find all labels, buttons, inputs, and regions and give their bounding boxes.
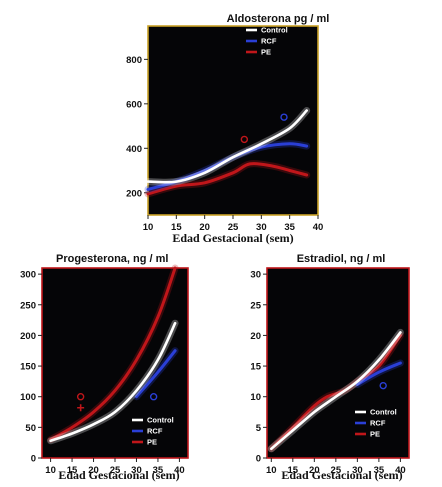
x-tick-label: 15	[67, 465, 78, 476]
x-tick-label: 15	[288, 465, 299, 476]
series-line-pe	[269, 333, 402, 451]
y-tick-label: 20	[250, 331, 261, 342]
x-tick-label: 30	[131, 465, 142, 476]
x-axis-label: Edad Gestacional (sem)	[281, 468, 402, 482]
x-tick-label: 10	[143, 222, 154, 233]
y-tick-label: 100	[20, 392, 36, 403]
x-tick-label: 15	[171, 222, 182, 233]
y-tick-label: 0	[256, 454, 261, 465]
x-tick-label: 25	[110, 465, 121, 476]
y-tick-label: 400	[126, 144, 142, 155]
series-line-control	[270, 331, 402, 451]
x-tick-label: 10	[45, 465, 56, 476]
chart-3: Estradiol, ng / ml 0 5 10 15 20 25 30 10 15 20 25 30…	[250, 253, 410, 482]
x-tick-label: 40	[313, 222, 324, 233]
y-tick-label: 200	[126, 188, 142, 199]
chart-title: Progesterona, ng / ml	[56, 253, 168, 265]
y-tick-label: 0	[31, 454, 36, 465]
x-tick-label: 40	[174, 465, 185, 476]
y-tick-label: 10	[250, 392, 261, 403]
legend-label: Control	[261, 26, 288, 35]
series-line-control	[49, 321, 177, 443]
legend-label: RCF	[370, 419, 386, 428]
x-axis-label: Edad Gestacional (sem)	[172, 231, 293, 245]
y-tick-label: 200	[20, 331, 36, 342]
legend-label: PE	[370, 430, 380, 439]
y-tick-label: 5	[256, 423, 262, 434]
legend-label: Control	[370, 408, 397, 417]
series-line-control	[146, 109, 308, 184]
y-tick-label: 150	[20, 362, 36, 373]
chart-title: Estradiol, ng / ml	[297, 253, 386, 265]
legend-label: PE	[147, 438, 157, 447]
x-tick-label: 35	[284, 222, 295, 233]
series-line-pe	[49, 266, 177, 442]
chart-2: Progesterona, ng / ml 0 50 100 150 200 250 300 1…	[20, 253, 189, 482]
x-tick-label: 20	[199, 222, 210, 233]
y-tick-label: 800	[126, 55, 142, 66]
series-line-rcf	[355, 361, 402, 386]
legend-label: Control	[147, 416, 174, 425]
annotation-circle	[240, 135, 249, 144]
annotation-circle	[149, 393, 158, 401]
y-tick-label: 30	[250, 270, 261, 281]
y-tick-label: 250	[20, 300, 36, 311]
y-tick-label: 300	[20, 270, 36, 281]
annotation-circle	[76, 393, 85, 401]
chart-title: Aldosterona pg / ml	[227, 13, 330, 25]
legend-label: RCF	[147, 427, 163, 436]
y-tick-label: 15	[250, 362, 261, 373]
x-tick-label: 10	[266, 465, 277, 476]
x-axis-label: Edad Gestacional (sem)	[58, 468, 179, 482]
annotation-plus	[77, 404, 85, 412]
x-tick-label: 25	[228, 222, 239, 233]
y-tick-label: 50	[25, 423, 36, 434]
series-line-pe	[146, 162, 309, 196]
plot-area	[266, 267, 410, 459]
plot-area	[147, 25, 319, 216]
x-tick-label: 25	[331, 465, 342, 476]
x-tick-label: 40	[395, 465, 406, 476]
chart-1: Aldosterona pg / ml 200 400 600 800 10 15 20 25 3…	[126, 13, 329, 245]
annotation-circle	[379, 381, 387, 390]
annotation-circle	[280, 113, 288, 121]
x-tick-label: 35	[153, 465, 164, 476]
legend-label: RCF	[261, 37, 277, 46]
legend-label: PE	[261, 48, 271, 57]
x-tick-label: 20	[88, 465, 99, 476]
x-tick-label: 35	[374, 465, 385, 476]
x-tick-label: 30	[352, 465, 363, 476]
y-tick-label: 25	[250, 300, 261, 311]
series-line-rcf	[135, 349, 177, 399]
x-tick-label: 30	[256, 222, 267, 233]
y-tick-label: 600	[126, 99, 142, 110]
x-tick-label: 20	[309, 465, 320, 476]
